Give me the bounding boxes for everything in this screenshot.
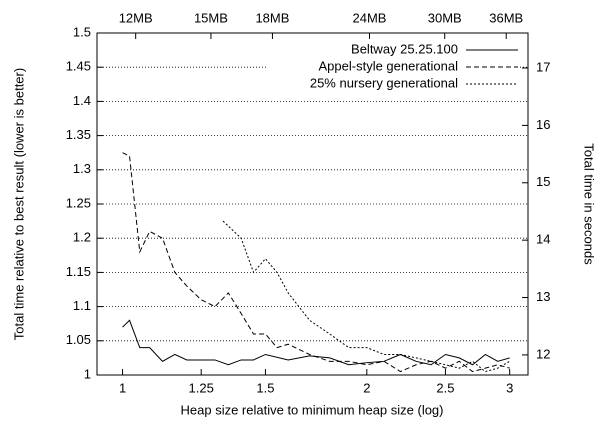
series-line [222, 220, 510, 373]
y-tick-label: 1.35 [66, 127, 91, 142]
x-axis-label: Heap size relative to minimum heap size … [181, 402, 444, 417]
y-tick-label: 1.1 [73, 298, 91, 313]
x-tick-label: 1.25 [189, 380, 214, 395]
y-tick-label: 1.3 [73, 161, 91, 176]
x-tick-label: 3 [506, 380, 513, 395]
x-tick-label: 2 [363, 380, 370, 395]
x-tick-label: 2.5 [436, 380, 454, 395]
y2-tick-label: 17 [536, 59, 550, 74]
y2-tick-label: 12 [536, 346, 550, 361]
x-tick-label: 1 [119, 380, 126, 395]
y-tick-label: 1.15 [66, 264, 91, 279]
y-axis-label: Total time relative to best result (lowe… [11, 68, 26, 340]
x2-tick-label: 18MB [255, 10, 289, 25]
y2-tick-label: 14 [536, 232, 550, 247]
y-tick-label: 1.2 [73, 230, 91, 245]
x2-tick-label: 12MB [119, 10, 153, 25]
y2-tick-label: 13 [536, 289, 550, 304]
legend-bg [268, 59, 518, 75]
y2-tick-label: 15 [536, 174, 550, 189]
legend-bg [268, 76, 518, 92]
y2-tick-label: 16 [536, 117, 550, 132]
legend-bg [268, 42, 518, 58]
legend-label: 25% nursery generational [310, 75, 458, 90]
y-tick-label: 1.25 [66, 195, 91, 210]
legend-label: Beltway 25.25.100 [351, 41, 458, 56]
y-tick-label: 1.4 [73, 93, 91, 108]
y-tick-label: 1 [84, 366, 91, 381]
series-line [122, 152, 510, 373]
y-tick-label: 1.5 [73, 24, 91, 39]
series-line [122, 319, 510, 366]
x2-tick-label: 24MB [352, 10, 386, 25]
y2-axis-label: Total time in seconds [582, 143, 597, 265]
plot-frame [96, 32, 529, 376]
x2-tick-label: 36MB [489, 10, 523, 25]
y-tick-label: 1.05 [66, 332, 91, 347]
x2-tick-label: 15MB [194, 10, 228, 25]
x2-tick-label: 30MB [428, 10, 462, 25]
y-tick-label: 1.45 [66, 59, 91, 74]
x-tick-label: 1.5 [256, 380, 274, 395]
legend-label: Appel-style generational [319, 58, 459, 73]
